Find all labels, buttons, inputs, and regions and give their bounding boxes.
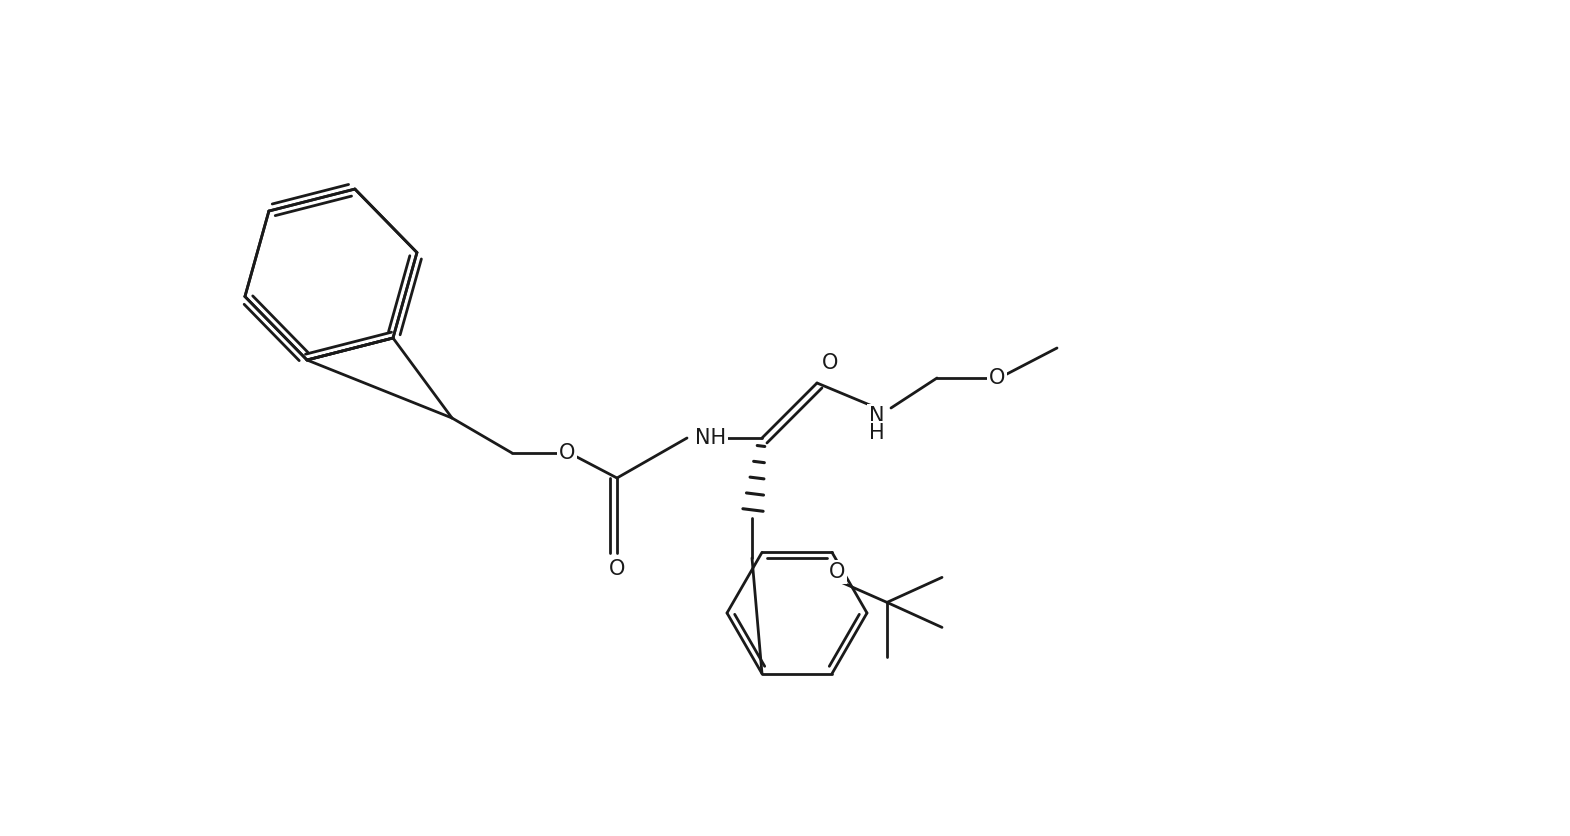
Text: NH: NH: [696, 428, 725, 448]
Text: N: N: [870, 406, 885, 426]
Text: O: O: [609, 559, 625, 579]
Text: O: O: [823, 353, 838, 373]
Text: O: O: [559, 443, 575, 463]
Text: H: H: [870, 423, 885, 443]
Text: O: O: [829, 563, 845, 583]
Text: O: O: [989, 368, 1005, 388]
